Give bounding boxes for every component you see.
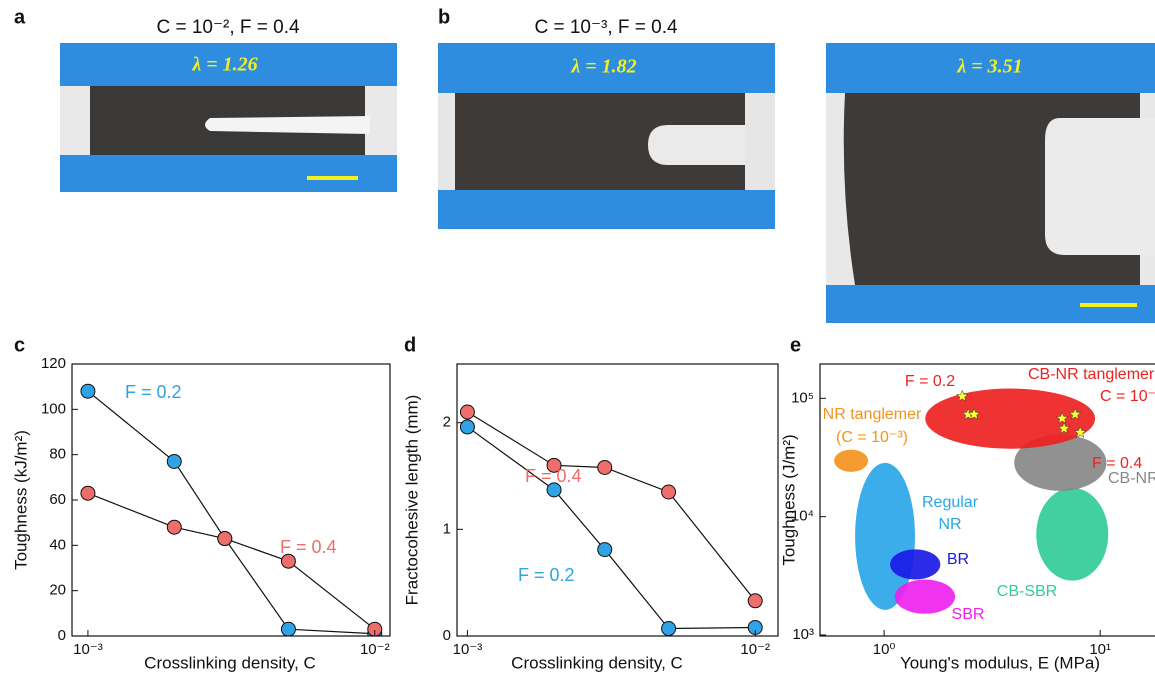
figure: a C = 10⁻², F = 0.4 λ = 1.26 b C = 10⁻³,… — [0, 0, 1155, 676]
region-label: C = 10⁻³ — [1100, 388, 1155, 405]
x-axis-label: Crosslinking density, C — [511, 653, 683, 672]
region-label: NR — [938, 516, 961, 533]
y-tick-label: 20 — [49, 582, 66, 599]
y-tick-label: 0 — [58, 627, 66, 644]
annotation: F = 0.2 — [905, 373, 955, 390]
region — [834, 450, 868, 472]
x-tick-label: 10⁰ — [873, 641, 896, 658]
series-line — [467, 412, 755, 601]
series-line — [88, 391, 375, 634]
y-axis-label: Toughness (kJ/m²) — [11, 430, 30, 570]
data-point — [460, 405, 474, 419]
stretch-label: λ = 3.51 — [956, 56, 1022, 78]
panel-letter: d — [404, 334, 416, 356]
y-tick-label: 40 — [49, 536, 66, 553]
series-line — [88, 493, 375, 629]
region-label: BR — [947, 551, 969, 568]
region — [1036, 488, 1108, 581]
y-tick-label: 80 — [49, 446, 66, 463]
axes-frame — [457, 364, 778, 636]
region-label: CB-SBR — [997, 583, 1057, 600]
stretch-label: λ = 1.82 — [570, 56, 636, 78]
y-axis-label: Toughness (J/m²) — [779, 434, 798, 565]
y-tick-label: 10⁵ — [791, 389, 814, 406]
region-label: CB-NR — [1108, 470, 1155, 487]
panel-title: C = 10⁻², F = 0.4 — [156, 17, 300, 38]
series-label: F = 0.2 — [518, 565, 575, 585]
data-point — [81, 384, 95, 398]
annotation: F = 0.4 — [1092, 455, 1142, 472]
y-tick-label: 120 — [41, 355, 66, 372]
stretch-label: λ = 1.26 — [191, 54, 257, 76]
data-point — [662, 485, 676, 499]
data-point — [81, 486, 95, 500]
y-tick-label: 10³ — [792, 626, 814, 643]
x-tick-label: 10⁻² — [740, 641, 770, 658]
plot-area — [81, 384, 382, 641]
x-tick-label: 10⁻² — [360, 641, 390, 658]
region — [890, 549, 940, 579]
y-tick-label: 60 — [49, 491, 66, 508]
data-point — [662, 622, 676, 636]
plot-area — [460, 405, 762, 636]
data-point — [598, 460, 612, 474]
y-axis-label: Fractocohesive length (mm) — [402, 395, 421, 606]
series-line — [467, 427, 755, 629]
region-label: (C = 10⁻³) — [836, 429, 908, 446]
x-axis-label: Young's modulus, E (MPa) — [900, 653, 1100, 672]
axes-frame — [72, 364, 390, 636]
region — [925, 389, 1095, 449]
panel-letter: b — [438, 6, 450, 28]
y-tick-label: 0 — [443, 627, 451, 644]
y-tick-label: 1 — [443, 520, 451, 537]
series-label: F = 0.2 — [125, 382, 182, 402]
panel-letter: c — [14, 334, 25, 356]
series-label: F = 0.4 — [525, 466, 582, 486]
region-label: CB-NR tanglemer — [1028, 366, 1155, 383]
x-tick-label: 10⁻³ — [453, 641, 483, 658]
region — [895, 580, 955, 614]
region-label: Regular — [922, 494, 979, 511]
y-tick-label: 100 — [41, 400, 66, 417]
panel-letter: e — [790, 334, 801, 356]
panel-title: C = 10⁻³, F = 0.4 — [534, 17, 678, 38]
data-point — [167, 454, 181, 468]
data-point — [218, 532, 232, 546]
x-tick-label: 10⁻³ — [73, 641, 103, 658]
data-point — [598, 543, 612, 557]
data-point — [281, 622, 295, 636]
y-tick-label: 2 — [443, 414, 451, 431]
panel-letter: a — [14, 6, 26, 28]
photo-b2 — [826, 43, 1155, 323]
x-axis-label: Crosslinking density, C — [144, 653, 316, 672]
data-point — [460, 420, 474, 434]
series-label: F = 0.4 — [280, 537, 337, 557]
data-point — [748, 594, 762, 608]
data-point — [167, 520, 181, 534]
region-label: SBR — [952, 606, 985, 623]
region-label: NR tanglemer — [823, 406, 922, 423]
